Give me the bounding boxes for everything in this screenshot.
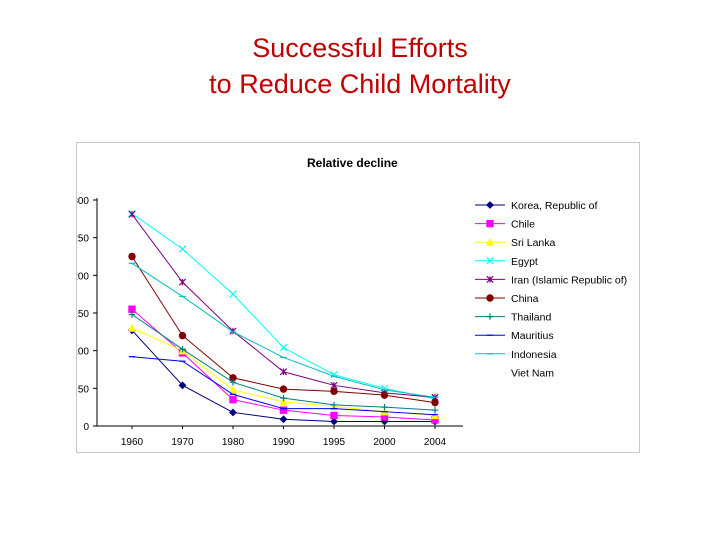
data-point — [128, 252, 136, 261]
data-point — [330, 417, 338, 426]
series-5 — [128, 252, 439, 407]
slide-title-line-1: Successful Efforts — [252, 33, 468, 63]
y-tick-label: 0 — [83, 422, 89, 433]
series-line — [131, 256, 436, 404]
y-tick-label: 100 — [77, 347, 89, 358]
data-point — [128, 311, 136, 318]
legend-label: Indonesia — [511, 349, 557, 361]
data-point — [228, 385, 238, 394]
legend-swatch-marker — [485, 237, 495, 246]
legend-label: Thailand — [511, 312, 551, 324]
legend: Korea, Republic of Chile Sri Lanka Egypt Ira… — [475, 200, 627, 379]
x-tick-label: 1960 — [121, 437, 144, 448]
legend-label: Chile — [511, 219, 535, 231]
series-line — [131, 262, 436, 398]
data-point — [431, 398, 439, 407]
data-point — [178, 381, 187, 390]
data-point — [280, 394, 287, 402]
data-point — [178, 278, 187, 286]
data-point — [229, 290, 237, 298]
x-tick-label: 1980 — [222, 437, 245, 448]
data-point — [229, 408, 237, 417]
data-point — [279, 385, 288, 393]
slide-title-line-2: to Reduce Child Mortality — [209, 69, 511, 99]
x-tick-label: 1995 — [323, 437, 346, 448]
chart-title: Relative decline — [307, 156, 398, 170]
x-tick-label: 2000 — [373, 437, 396, 448]
slide-title: Successful Efforts to Reduce Child Morta… — [0, 30, 720, 102]
legend-item: Mauritius — [475, 330, 554, 342]
data-point — [128, 210, 136, 218]
data-point — [229, 395, 237, 404]
data-point — [279, 397, 288, 406]
y-tick-label: 50 — [78, 384, 90, 395]
data-point — [179, 345, 186, 353]
data-point — [380, 391, 389, 399]
legend-label: Korea, Republic of — [511, 200, 597, 212]
data-point — [279, 415, 288, 424]
data-point — [279, 344, 288, 352]
x-tick-label: 2004 — [424, 437, 447, 448]
legend-item: China — [475, 293, 539, 305]
data-point — [229, 379, 237, 386]
legend-swatch-marker — [486, 275, 494, 284]
legend-label: Sri Lanka — [511, 237, 556, 249]
series-6 — [128, 311, 439, 414]
y-tick-label: 300 — [77, 196, 89, 207]
legend-label: Iran (Islamic Republic of) — [511, 274, 627, 286]
legend-item: Sri Lanka — [475, 237, 556, 249]
x-tick-label: 1990 — [272, 437, 295, 448]
series-4 — [128, 210, 439, 401]
legend-swatch-marker — [486, 294, 494, 302]
legend-item: Egypt — [475, 256, 538, 268]
data-point — [381, 403, 388, 411]
data-point — [330, 411, 338, 420]
data-point — [127, 323, 137, 332]
data-point — [178, 331, 187, 340]
legend-label: Mauritius — [511, 330, 554, 342]
data-point — [279, 368, 288, 376]
legend-item: Thailand — [475, 312, 551, 324]
legend-label: Viet Nam — [511, 367, 554, 379]
legend-swatch-marker — [486, 201, 494, 209]
legend-item: Indonesia — [475, 349, 557, 361]
legend-item: Viet Nam — [511, 367, 554, 379]
legend-swatch-marker — [486, 219, 494, 228]
legend-item: Korea, Republic of — [475, 200, 597, 212]
x-tick-label: 1970 — [171, 437, 194, 448]
chart-frame: 0 50 100 150 200 250 300 1960 1970 1980 1990 1995 20… — [76, 142, 640, 453]
legend-item: Iran (Islamic Republic of) — [475, 274, 627, 286]
data-point — [330, 381, 338, 389]
legend-swatch-marker — [486, 257, 494, 265]
y-tick-label: 200 — [77, 271, 89, 282]
data-point — [330, 387, 338, 396]
data-point — [431, 406, 439, 414]
legend-item: Chile — [475, 219, 535, 231]
legend-label: Egypt — [511, 256, 538, 268]
data-point — [330, 401, 338, 409]
data-point — [178, 245, 187, 253]
y-tick-label: 150 — [77, 309, 89, 320]
data-point — [430, 411, 440, 420]
legend-label: China — [511, 293, 539, 305]
legend-swatch-marker — [486, 313, 494, 320]
data-point — [279, 406, 288, 414]
series-8 — [128, 262, 439, 398]
y-tick-label: 250 — [77, 234, 89, 245]
line-chart: 0 50 100 150 200 250 300 1960 1970 1980 1990 1995 20… — [77, 196, 627, 448]
series-7 — [128, 356, 439, 416]
